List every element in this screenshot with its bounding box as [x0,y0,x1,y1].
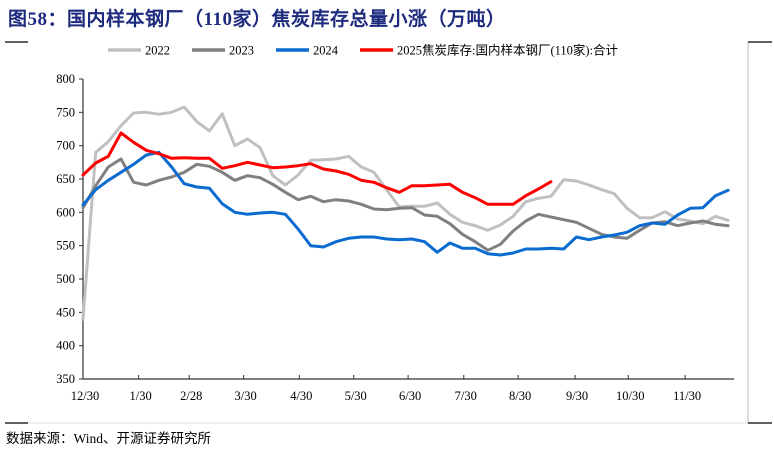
y-tick-label: 700 [56,139,75,153]
y-tick-label: 750 [56,105,75,119]
x-tick-label: 3/30 [235,389,257,403]
legend-label: 2023 [229,44,254,58]
x-tick-label: 12/30 [71,389,99,403]
legend: 2022 2023 2024 2025焦炭库存:国内样本钢厂(110家):合计 [108,43,618,58]
figure-title: 图58：国内样本钢厂（110家）焦炭库存总量小涨（万吨） [8,9,506,30]
x-tick-label: 10/30 [616,389,644,403]
y-tick-label: 400 [56,339,75,353]
y-tick-label: 800 [56,72,75,86]
series-lines [81,105,730,321]
legend-label: 2022 [145,44,170,58]
series-line-3 [81,131,553,206]
y-tick-label: 600 [56,205,75,219]
x-tick-label: 11/30 [673,389,701,403]
series-line-0 [81,105,730,321]
axes: 350 400 450 500 550 600 650 700 750 800 12/30 1/30 2… [56,72,734,403]
x-tick-label: 6/30 [399,389,421,403]
y-tick-label: 350 [56,372,75,386]
x-tick-label: 9/30 [566,389,588,403]
y-tick-label: 550 [56,239,75,253]
x-tick-label: 5/30 [345,389,367,403]
x-tick-label: 2/28 [180,389,202,403]
y-tick-label: 450 [56,305,75,319]
series-line-2 [81,150,730,257]
legend-label: 2024 [313,44,339,58]
series-line-1 [81,157,730,252]
legend-label: 2025焦炭库存:国内样本钢厂(110家):合计 [397,43,618,58]
x-tick-label: 8/30 [509,389,531,403]
x-tick-label: 4/30 [290,389,312,403]
y-tick-label: 650 [56,172,75,186]
x-tick-label: 7/30 [455,389,477,403]
x-tick-label: 1/30 [130,389,152,403]
y-tick-label: 500 [56,272,75,286]
source-note: 数据来源：Wind、开源证券研究所 [6,431,211,446]
